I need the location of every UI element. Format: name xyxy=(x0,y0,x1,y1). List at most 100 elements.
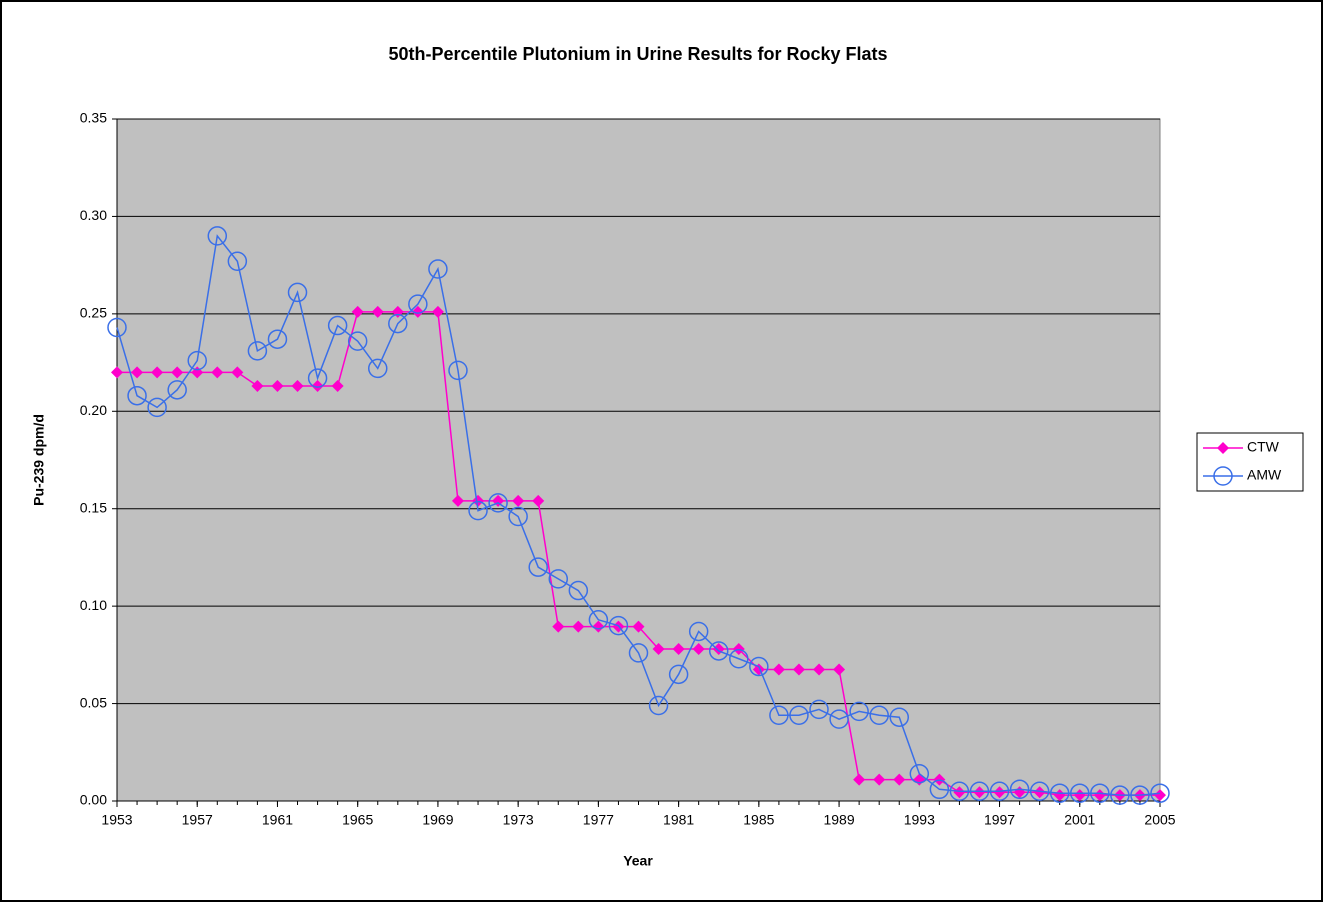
legend-label: AMW xyxy=(1247,467,1282,483)
circle-marker xyxy=(568,580,589,601)
circle-marker xyxy=(829,709,849,729)
circle-marker xyxy=(1029,781,1050,802)
circle-marker xyxy=(588,610,609,630)
circle-marker xyxy=(167,380,187,400)
diamond-marker xyxy=(331,379,344,392)
circle-marker xyxy=(488,493,508,513)
y-tick-label: 0.20 xyxy=(80,402,107,418)
circle-marker xyxy=(749,656,769,677)
circle-marker xyxy=(388,313,408,334)
diamond-marker xyxy=(451,494,464,507)
diamond-marker xyxy=(672,643,685,656)
circle-marker xyxy=(428,259,448,279)
diamond-marker xyxy=(431,305,444,318)
chart-title: 50th-Percentile Plutonium in Urine Resul… xyxy=(388,44,887,64)
diamond-marker xyxy=(772,663,785,676)
y-tick-label: 0.00 xyxy=(80,792,107,808)
x-tick-label: 1985 xyxy=(743,812,774,828)
circle-marker xyxy=(1049,783,1070,803)
circle-marker xyxy=(1090,783,1110,803)
diamond-marker xyxy=(853,773,866,786)
diamond-marker xyxy=(652,643,665,656)
circle-marker xyxy=(207,226,228,246)
circle-marker xyxy=(1130,785,1150,805)
circle-marker xyxy=(1009,779,1030,800)
circle-marker xyxy=(227,251,248,271)
x-tick-label: 1981 xyxy=(663,812,694,828)
x-axis-label: Year xyxy=(623,853,653,869)
legend-label: CTW xyxy=(1247,439,1280,455)
diamond-marker xyxy=(151,366,164,379)
circle-marker xyxy=(468,500,488,521)
circle-marker xyxy=(989,781,1010,802)
circle-marker xyxy=(347,331,368,351)
circle-marker xyxy=(688,621,709,642)
y-tick-label: 0.10 xyxy=(80,597,107,613)
y-tick-label: 0.25 xyxy=(80,305,107,321)
diamond-marker xyxy=(1217,442,1229,454)
circle-marker xyxy=(1110,785,1130,805)
circle-marker xyxy=(548,569,569,589)
circle-marker xyxy=(929,779,950,800)
x-tick-label: 1973 xyxy=(503,812,534,828)
y-tick-label: 0.15 xyxy=(80,499,107,515)
circle-marker xyxy=(327,315,348,336)
circle-marker xyxy=(307,368,328,388)
x-tick-label: 1957 xyxy=(182,812,213,828)
diamond-marker xyxy=(171,366,184,379)
circle-marker xyxy=(267,329,288,349)
circle-marker xyxy=(448,360,468,381)
diamond-marker xyxy=(1093,789,1106,802)
circle-marker xyxy=(769,705,789,726)
diamond-marker xyxy=(1053,789,1066,802)
x-tick-label: 1989 xyxy=(823,812,854,828)
diamond-marker xyxy=(973,786,986,799)
x-tick-label: 2005 xyxy=(1144,812,1175,828)
diamond-marker xyxy=(271,379,284,392)
circle-marker xyxy=(528,557,548,577)
diamond-marker xyxy=(692,643,705,656)
circle-marker xyxy=(408,294,428,314)
y-axis-label: Pu-239 dpm/d xyxy=(31,414,47,506)
x-tick-label: 1969 xyxy=(422,812,453,828)
circle-marker xyxy=(648,695,669,716)
y-tick-label: 0.05 xyxy=(80,694,107,710)
circle-marker xyxy=(187,350,207,371)
x-tick-label: 1993 xyxy=(904,812,935,828)
circle-marker xyxy=(608,615,629,636)
x-tick-label: 1965 xyxy=(342,812,373,828)
circle-marker xyxy=(1213,466,1233,486)
diamond-marker xyxy=(813,663,826,676)
circle-marker xyxy=(127,385,147,406)
circle-marker xyxy=(729,649,749,669)
circle-marker xyxy=(147,397,167,418)
diamond-marker xyxy=(873,773,886,786)
diamond-marker xyxy=(512,494,525,507)
circle-marker xyxy=(949,781,970,802)
diamond-marker xyxy=(552,620,565,633)
diamond-marker xyxy=(792,663,805,676)
y-tick-label: 0.35 xyxy=(80,110,107,126)
diamond-marker xyxy=(833,663,846,676)
diamond-marker xyxy=(632,620,645,633)
circle-marker xyxy=(809,699,829,720)
x-tick-label: 1961 xyxy=(262,812,293,828)
circle-marker xyxy=(889,707,909,727)
diamond-marker xyxy=(131,366,144,379)
diamond-marker xyxy=(993,786,1006,799)
diamond-marker xyxy=(1154,789,1166,802)
diamond-marker xyxy=(1033,786,1046,799)
diamond-marker xyxy=(211,366,224,379)
circle-marker xyxy=(508,506,528,527)
diamond-marker xyxy=(251,379,264,392)
x-tick-label: 2001 xyxy=(1064,812,1095,828)
diamond-marker xyxy=(411,305,424,318)
circle-marker xyxy=(287,282,308,303)
circle-marker xyxy=(1070,783,1090,803)
circle-marker xyxy=(789,705,809,726)
diamond-marker xyxy=(291,379,304,392)
legend-box xyxy=(1196,432,1304,492)
diamond-marker xyxy=(953,786,966,799)
x-tick-label: 1977 xyxy=(583,812,614,828)
